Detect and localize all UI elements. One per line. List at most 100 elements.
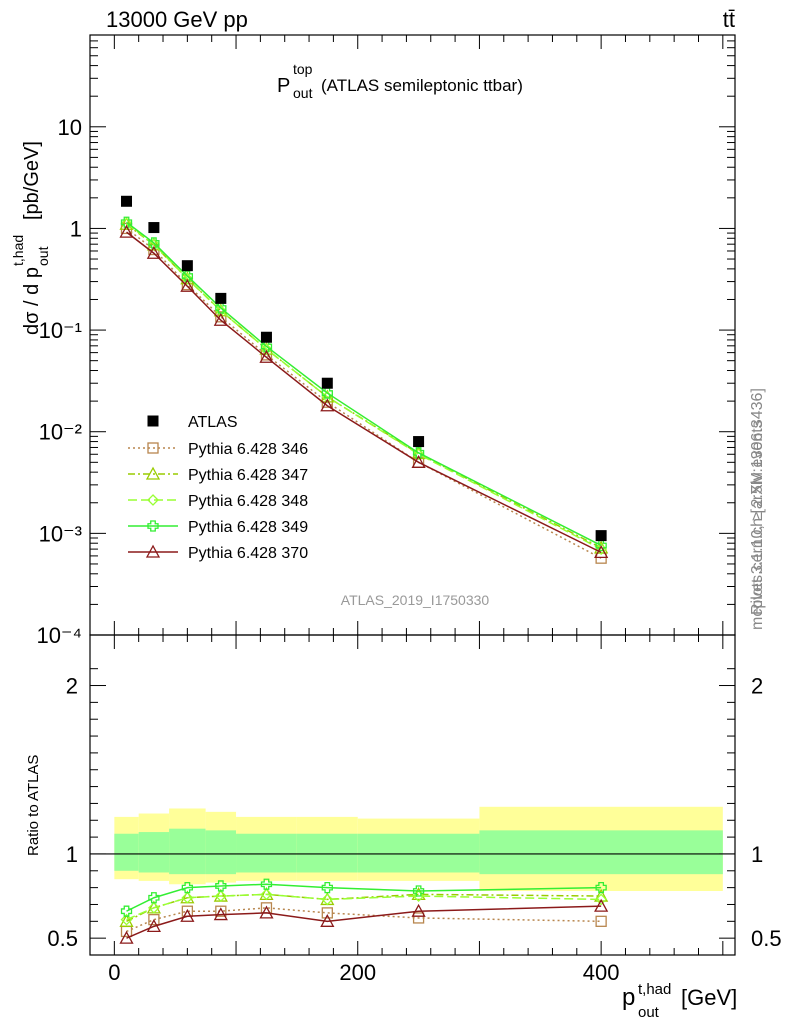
series-point: [181, 272, 194, 285]
ratio-point: [595, 881, 607, 894]
y-axis-label: dσ / d p t,had out [pb/GeV]: [10, 141, 51, 335]
ratio-tick-label-right: 0.5: [751, 926, 782, 951]
y-axis-label-sup: t,had: [10, 235, 26, 266]
x-tick-label: 200: [339, 960, 376, 985]
ratio-line: [126, 893, 602, 921]
ratio-point: [411, 903, 426, 917]
y-tick-label: 1: [70, 216, 82, 241]
series-point: [181, 270, 194, 282]
data-point: [121, 195, 133, 207]
ratio-point: [321, 881, 333, 894]
series-point: [120, 216, 133, 228]
y-axis-label-sub: out: [35, 246, 51, 266]
series-point: [146, 245, 161, 259]
series-point: [215, 302, 227, 314]
y-tick-label: 10: [58, 115, 82, 140]
ratio-uncertainty-bands: [90, 806, 735, 891]
series-point: [412, 448, 425, 461]
plot-title-rest: (ATLAS semileptonic ttbar): [321, 76, 523, 95]
ratio-point: [320, 913, 335, 927]
series-point: [180, 278, 195, 292]
plot-title-main: P: [277, 75, 290, 97]
legend-marker: [147, 442, 159, 454]
rivet-label: Rivet 3.1.10, ≥ 2.5M events: [749, 420, 766, 615]
data-point: [260, 331, 272, 343]
series-point: [215, 311, 227, 323]
legend-marker: [147, 520, 159, 532]
x-tick-label: 400: [583, 960, 620, 985]
series-point: [260, 343, 273, 356]
ratio-point: [412, 890, 425, 902]
x-axis-label-unit: [GeV]: [681, 985, 737, 1010]
ratio-point: [594, 898, 609, 912]
legend-label: Pythia 6.428 346: [188, 441, 308, 458]
legend-label: ATLAS: [188, 414, 238, 431]
ratio-tick-label: 0.5: [47, 926, 78, 951]
data-point: [413, 436, 425, 448]
band-inner: [357, 833, 480, 873]
y-axis-label-main: dσ / d p: [21, 267, 43, 335]
analysis-id: ATLAS_2019_I1750330: [341, 592, 490, 608]
series-point: [260, 340, 273, 353]
y-tick-label: 10⁻²: [39, 420, 82, 445]
band-inner: [138, 832, 170, 873]
series-point: [148, 237, 160, 249]
series-point: [594, 545, 609, 559]
ratio-point: [412, 885, 425, 897]
process-label: tt̄: [723, 7, 735, 32]
series-point: [412, 447, 425, 459]
band-inner: [114, 833, 139, 871]
ratio-point: [259, 905, 274, 919]
series-point: [147, 238, 160, 251]
ratio-point: [213, 907, 228, 921]
ratio-point: [180, 908, 195, 922]
band-inner: [236, 833, 297, 873]
x-axis-label-sub: out: [638, 1004, 660, 1021]
ratio-point: [181, 881, 194, 894]
y-tick-label: 10⁻¹: [39, 318, 82, 343]
ratio-tick-label: 1: [66, 842, 78, 867]
ratio-point: [120, 913, 133, 926]
ratio-point: [148, 892, 160, 904]
ratio-point: [214, 890, 227, 902]
band-inner: [169, 828, 206, 875]
ratio-tick-label-right: 1: [751, 842, 763, 867]
y-tick-label: 10⁻³: [39, 521, 82, 546]
legend-label: Pythia 6.428 370: [188, 545, 308, 562]
series-point: [119, 224, 134, 238]
series-point: [259, 349, 274, 363]
ratio-axis-label: Ratio to ATLAS: [25, 755, 42, 856]
series-point: [321, 387, 333, 399]
ratio-point: [146, 919, 161, 933]
data-point: [321, 377, 333, 389]
ratio-series-layer: [119, 878, 609, 944]
legend-label: Pythia 6.428 347: [188, 467, 308, 484]
data-point: [181, 260, 193, 272]
x-tick-label: 0: [108, 960, 120, 985]
ratio-plot-frame: [89, 634, 736, 956]
series-point: [320, 398, 335, 412]
band-inner: [479, 830, 723, 875]
x-axis-label-main: p: [622, 984, 635, 1011]
legend-marker: [145, 466, 161, 480]
series-point: [120, 217, 133, 230]
series-point: [411, 454, 426, 468]
ratio-point: [181, 891, 194, 904]
energy-label: 13000 GeV pp: [106, 7, 248, 32]
ratio-point: [119, 930, 134, 944]
ratio-point: [215, 905, 227, 917]
ratio-tick-label: 2: [66, 674, 78, 699]
series-line: [126, 222, 602, 550]
ratio-point: [595, 915, 607, 927]
ratio-point: [147, 901, 160, 914]
data-point: [215, 292, 227, 304]
series-point: [213, 312, 228, 326]
y-tick-label: 10⁻⁴: [36, 623, 82, 648]
ratio-point: [595, 893, 608, 906]
legend-label: Pythia 6.428 349: [188, 519, 308, 536]
data-point: [595, 530, 607, 542]
ratio-point: [260, 878, 273, 890]
x-axis-label-sup: t,had: [638, 981, 671, 998]
